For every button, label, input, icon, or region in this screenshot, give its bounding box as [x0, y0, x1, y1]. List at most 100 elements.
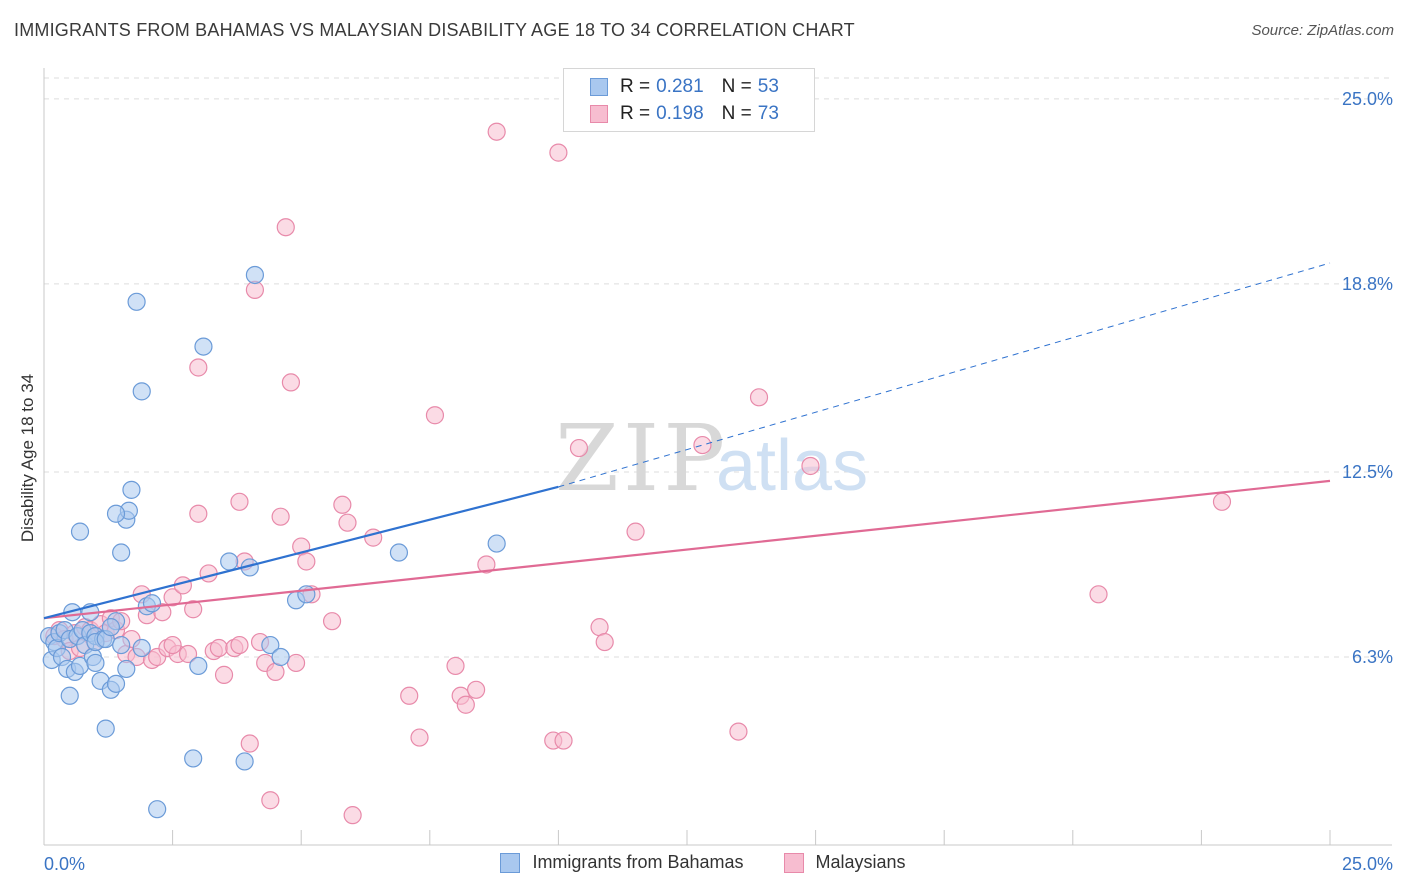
legend-label-bahamas: Immigrants from Bahamas	[532, 852, 744, 872]
y-tick-label: 12.5%	[1342, 462, 1393, 482]
bahamas-point	[389, 543, 409, 562]
bahamas-point	[194, 337, 213, 356]
malaysians-point	[410, 728, 429, 747]
bahamas-point	[184, 749, 203, 768]
malaysians-point	[240, 734, 259, 753]
malaysians-point	[286, 653, 306, 673]
legend-n-label: N =	[721, 103, 752, 124]
bahamas-point	[101, 618, 120, 637]
legend-row-malaysians: R = 0.198 N = 73	[590, 102, 779, 126]
watermark-atlas: atlas	[716, 426, 868, 506]
trend-lines	[43, 262, 1331, 620]
malaysians-point	[549, 143, 568, 162]
malaysians-point	[749, 388, 769, 407]
watermark-zip: ZIP	[555, 405, 729, 512]
x-tick-label: 25.0%	[1342, 854, 1393, 874]
malaysians-point	[693, 435, 712, 455]
bahamas-point	[96, 719, 115, 738]
x-tick-label: 0.0%	[44, 854, 85, 874]
legend-swatch-blue	[590, 78, 608, 96]
malaysians-point	[333, 495, 352, 514]
bahamas-point	[112, 543, 131, 562]
legend-swatch-blue	[500, 852, 521, 873]
bahamas-point	[245, 265, 265, 285]
malaysians-point	[276, 218, 295, 237]
malaysians-point	[466, 680, 486, 699]
correlation-legend: R = 0.281 N = 53 R = 0.198 N = 73	[563, 68, 815, 132]
legend-label-malaysians: Malaysians	[815, 852, 906, 872]
bahamas-point	[132, 382, 151, 401]
legend-row-bahamas: R = 0.281 N = 53	[590, 75, 779, 99]
legend-r-label: R =	[620, 76, 651, 97]
watermark: ZIP atlas	[555, 405, 868, 512]
legend-n-value: 73	[757, 103, 779, 124]
bahamas-point	[60, 686, 79, 705]
bahamas-point	[261, 635, 280, 655]
legend-item-malaysians: Malaysians	[783, 852, 906, 873]
bahamas-trend-extension	[558, 262, 1331, 488]
bahamas-points	[40, 265, 506, 819]
malaysians-point	[554, 731, 573, 750]
bahamas-point	[148, 800, 167, 819]
malaysians-point	[400, 686, 419, 705]
malaysians-point	[178, 644, 198, 664]
bahamas-point	[189, 656, 208, 676]
malaysians-point	[343, 806, 362, 825]
malaysians-point	[230, 492, 249, 511]
malaysians-trend-line	[43, 479, 1331, 620]
y-tick-label: 6.3%	[1352, 647, 1393, 667]
malaysians-point	[163, 635, 182, 655]
malaysians-point	[163, 588, 182, 607]
bahamas-point	[122, 480, 141, 499]
bahamas-point	[117, 659, 136, 679]
bahamas-point	[112, 635, 131, 655]
tick-labels: 6.3% 12.5% 18.8% 25.0% 0.0% 25.0%	[44, 89, 1393, 874]
malaysians-point	[189, 504, 208, 523]
malaysians-point	[199, 564, 218, 583]
malaysians-point	[595, 632, 614, 652]
bahamas-point	[106, 504, 126, 523]
bahamas-point	[142, 594, 162, 613]
legend-r-label: R =	[620, 103, 651, 124]
bahamas-point	[220, 552, 239, 571]
malaysians-point	[322, 612, 342, 631]
source-label: Source: ZipAtlas.com	[1251, 22, 1394, 39]
malaysians-point	[446, 656, 465, 676]
bahamas-point	[235, 752, 254, 771]
malaysians-point	[338, 513, 357, 532]
malaysians-point	[456, 695, 475, 714]
bahamas-point	[271, 647, 290, 667]
malaysians-point	[271, 507, 290, 526]
malaysians-point	[261, 791, 280, 810]
malaysians-point	[487, 122, 506, 141]
bahamas-point	[297, 585, 316, 604]
bahamas-point	[86, 653, 105, 673]
bahamas-point	[487, 534, 506, 553]
legend-r-value: 0.281	[656, 76, 704, 97]
malaysians-point	[297, 552, 316, 571]
malaysians-point	[729, 722, 748, 741]
bahamas-point	[106, 674, 126, 693]
legend-n-label: N =	[721, 76, 752, 97]
bahamas-trend-line	[43, 485, 559, 620]
malaysians-point	[184, 600, 203, 619]
malaysians-point	[281, 373, 301, 392]
legend-swatch-pink	[590, 105, 608, 123]
malaysians-point	[569, 438, 589, 458]
bahamas-point	[132, 638, 151, 658]
chart-title: IMMIGRANTS FROM BAHAMAS VS MALAYSIAN DIS…	[14, 20, 855, 40]
malaysians-point	[1089, 585, 1108, 604]
malaysians-point	[477, 555, 496, 574]
legend-n-value: 53	[757, 76, 779, 97]
legend-swatch-pink	[783, 852, 804, 873]
legend-r-value: 0.198	[656, 103, 704, 124]
malaysians-point	[425, 406, 445, 425]
bahamas-point	[70, 522, 90, 541]
malaysians-point	[214, 665, 234, 684]
legend-item-bahamas: Immigrants from Bahamas	[500, 852, 744, 873]
axes	[43, 68, 1392, 846]
malaysians-point	[1212, 492, 1232, 511]
malaysians-point	[189, 358, 208, 377]
malaysians-point	[230, 635, 249, 655]
